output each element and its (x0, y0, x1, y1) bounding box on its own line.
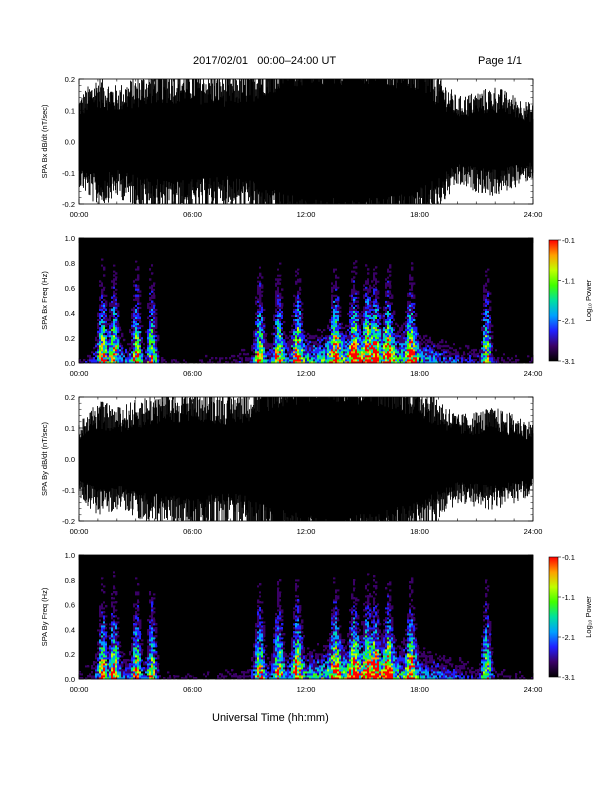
colorbar-tick-label: -3.1 (562, 357, 575, 366)
y-tick-label: -0.1 (62, 486, 75, 495)
panel-3: -0.2 -0.1 0.0 0.1 0.2 00:00 06:00 12:00 18:00 24:… (40, 393, 542, 536)
colorbar-tick-label: -2.1 (562, 317, 575, 326)
x-tick-label: 06:00 (183, 369, 202, 378)
x-tick-label: 24:00 (524, 369, 543, 378)
y-axis-label: SPA By dB/dt (nT/sec) (40, 421, 49, 496)
colorbar-label: Log₁₀ Power (584, 279, 593, 321)
panel-2: -0.1 -1.1 -2.1 -3.1 Log₁₀ Power 0.0 0.2 0.4 0.6 0… (40, 234, 593, 378)
y-axis-label: SPA By Freq (Hz) (40, 587, 49, 646)
x-tick-label: 06:00 (183, 527, 202, 536)
y-tick-label: 0.2 (65, 334, 75, 343)
y-tick-label: 0.0 (65, 675, 75, 684)
y-tick-label: 0.2 (65, 393, 75, 402)
x-tick-label: 18:00 (410, 210, 429, 219)
y-tick-label: 0.0 (65, 455, 75, 464)
colorbar-label: Log₁₀ Power (584, 596, 593, 638)
x-tick-label: 12:00 (297, 527, 316, 536)
y-tick-label: 0.1 (65, 424, 75, 433)
panel-4: -0.1 -1.1 -2.1 -3.1 Log₁₀ Power 0.0 0.2 0.4 0.6 0… (40, 551, 593, 694)
panel-1: -0.2 -0.1 0.0 0.1 0.2 00:00 06:00 12:00 18:00 24:… (40, 75, 542, 219)
y-tick-label: 1.0 (65, 234, 75, 243)
colorbar-tick-label: -2.1 (562, 633, 575, 642)
x-tick-label: 00:00 (70, 685, 89, 694)
y-tick-label: 0.8 (65, 576, 75, 585)
x-tick-label: 24:00 (524, 685, 543, 694)
colorbar-tick-label: -0.1 (562, 236, 575, 245)
colorbar-tick-label: -3.1 (562, 673, 575, 682)
page-number: Page 1/1 (478, 55, 523, 67)
x-tick-label: 18:00 (410, 527, 429, 536)
y-tick-label: 0.0 (65, 138, 75, 147)
y-tick-label: 0.0 (65, 359, 75, 368)
y-tick-label: 0.4 (65, 309, 75, 318)
x-tick-label: 12:00 (297, 369, 316, 378)
x-tick-label: 24:00 (524, 210, 543, 219)
y-tick-label: 0.6 (65, 601, 75, 610)
colorbar-tick-label: -0.1 (562, 553, 575, 562)
x-tick-label: 12:00 (297, 685, 316, 694)
page-title: 2017/02/01 00:00–24:00 UT (193, 55, 337, 67)
y-tick-label: 0.2 (65, 75, 75, 84)
x-tick-label: 00:00 (70, 210, 89, 219)
y-axis-label: SPA Bx dB/dt (nT/sec) (40, 104, 49, 179)
y-tick-label: 1.0 (65, 551, 75, 560)
x-tick-label: 12:00 (297, 210, 316, 219)
y-tick-label: 0.6 (65, 284, 75, 293)
x-tick-label: 24:00 (524, 527, 543, 536)
y-tick-label: -0.1 (62, 169, 75, 178)
y-tick-label: -0.2 (62, 200, 75, 209)
y-tick-label: 0.2 (65, 650, 75, 659)
colorbar (548, 239, 559, 362)
x-tick-label: 00:00 (70, 369, 89, 378)
x-axis-label: Universal Time (hh:mm) (212, 712, 329, 724)
y-tick-label: 0.1 (65, 106, 75, 115)
y-tick-label: -0.2 (62, 517, 75, 526)
y-tick-label: 0.4 (65, 625, 75, 634)
x-tick-label: 18:00 (410, 685, 429, 694)
y-tick-label: 0.8 (65, 259, 75, 268)
x-tick-label: 06:00 (183, 210, 202, 219)
colorbar-tick-label: -1.1 (562, 593, 575, 602)
x-tick-label: 06:00 (183, 685, 202, 694)
y-axis-label: SPA Bx Freq (Hz) (40, 271, 49, 330)
spectrogram-cells (79, 555, 534, 680)
x-tick-label: 18:00 (410, 369, 429, 378)
colorbar-tick-label: -1.1 (562, 276, 575, 285)
colorbar (548, 556, 559, 678)
x-tick-label: 00:00 (70, 527, 89, 536)
